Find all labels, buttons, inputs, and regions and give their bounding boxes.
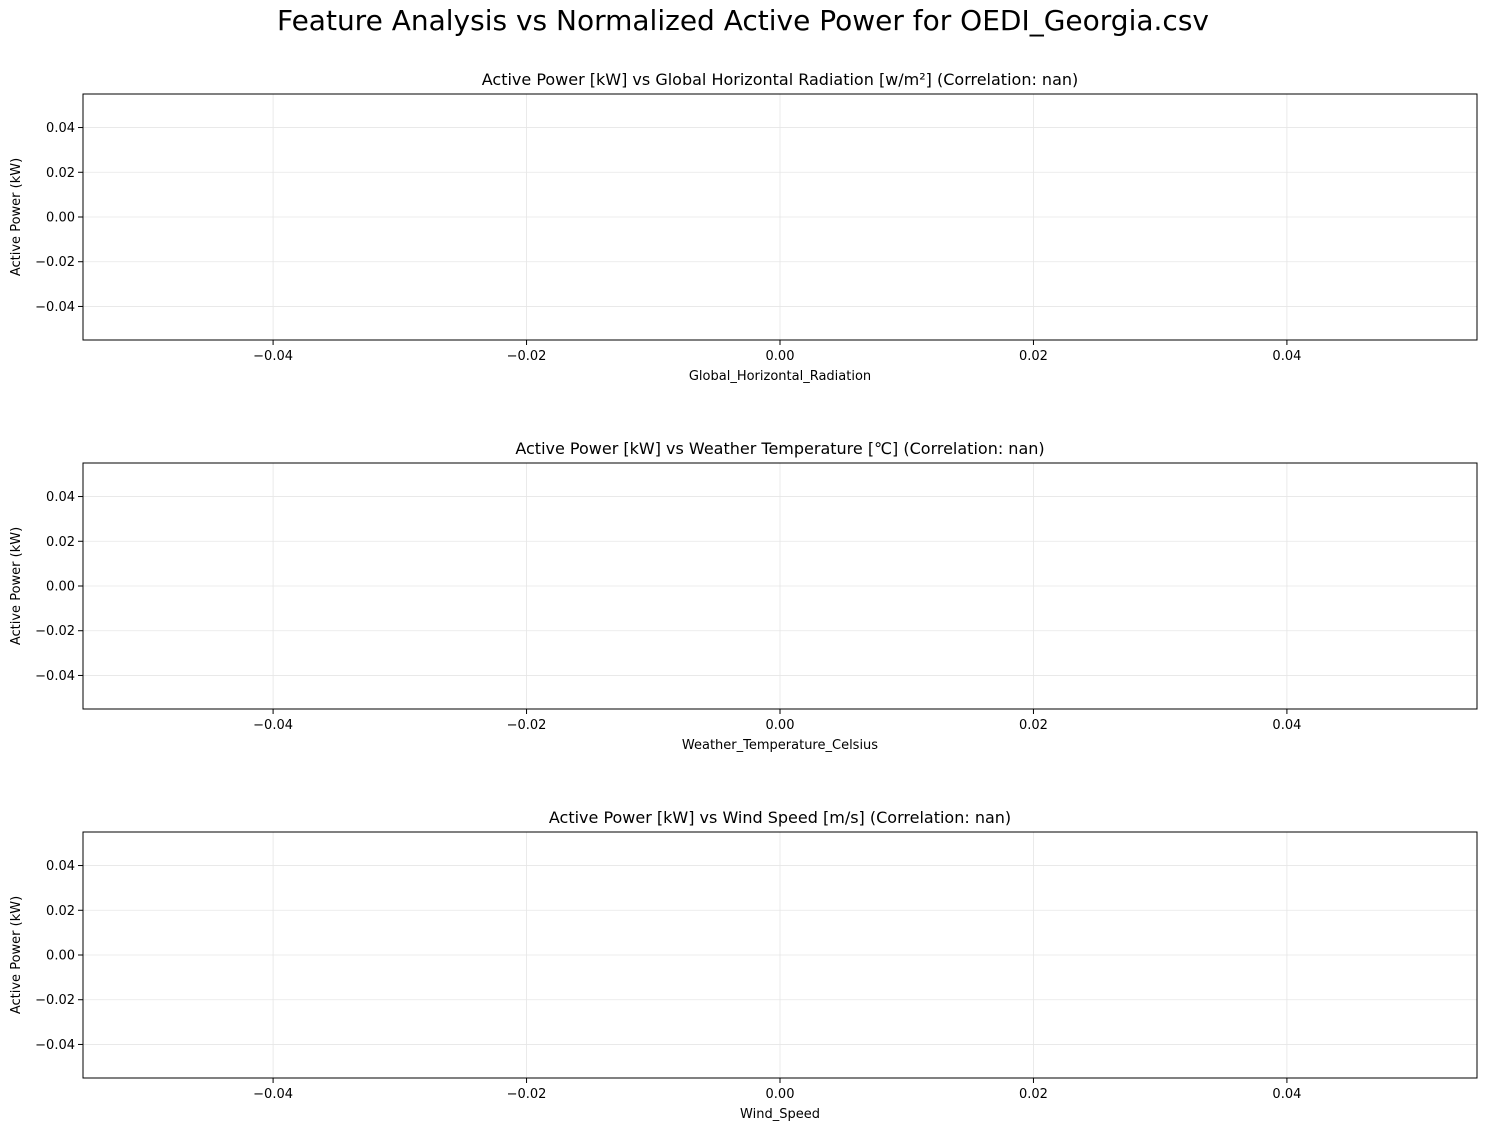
x-tick-label: −0.04: [253, 349, 293, 364]
x-axis-label: Weather_Temperature_Celsius: [682, 738, 878, 753]
x-tick-label: −0.04: [253, 718, 293, 733]
y-tick-label: 0.02: [46, 166, 75, 181]
x-tick-label: −0.02: [507, 718, 547, 733]
y-tick-label: −0.02: [35, 993, 75, 1008]
figure-title: Feature Analysis vs Normalized Active Po…: [277, 4, 1209, 37]
x-tick-label: −0.02: [507, 1087, 547, 1102]
y-axis-label: Active Power (kW): [9, 527, 24, 645]
x-tick-label: −0.02: [507, 349, 547, 364]
x-axis-label: Global_Horizontal_Radiation: [689, 369, 871, 384]
y-axis-label: Active Power (kW): [9, 896, 24, 1014]
y-axis-label: Active Power (kW): [9, 158, 24, 276]
y-tick-label: 0.02: [46, 904, 75, 919]
subplot-title: Active Power [kW] vs Weather Temperature…: [515, 439, 1044, 458]
x-tick-label: 0.00: [766, 349, 795, 364]
y-tick-label: −0.04: [35, 669, 75, 684]
subplot-3: −0.04 −0.02 0.00 0.02 0.04 −0.04 −0.02 0.00 0.02…: [9, 808, 1478, 1122]
x-tick-label: 0.00: [766, 718, 795, 733]
y-tick-label: 0.02: [46, 535, 75, 550]
x-tick-label: 0.02: [1019, 1087, 1048, 1102]
y-tick-label: −0.04: [35, 1038, 75, 1053]
subplot-title: Active Power [kW] vs Wind Speed [m/s] (C…: [549, 808, 1011, 827]
x-tick-label: 0.02: [1019, 718, 1048, 733]
x-tick-label: 0.00: [766, 1087, 795, 1102]
x-tick-label: 0.02: [1019, 349, 1048, 364]
y-tick-label: 0.00: [46, 580, 75, 595]
y-tick-label: 0.00: [46, 949, 75, 964]
subplot-1: −0.04 −0.02 0.00 0.02 0.04 −0.04 −0.02 0.00 0.02…: [9, 70, 1478, 384]
x-tick-label: −0.04: [253, 1087, 293, 1102]
x-tick-label: 0.04: [1272, 1087, 1301, 1102]
subplot-title: Active Power [kW] vs Global Horizontal R…: [482, 70, 1079, 89]
y-tick-label: 0.00: [46, 211, 75, 226]
y-tick-label: −0.04: [35, 300, 75, 315]
y-tick-label: −0.02: [35, 624, 75, 639]
y-tick-label: 0.04: [46, 121, 75, 136]
y-tick-label: −0.02: [35, 255, 75, 270]
x-tick-label: 0.04: [1272, 718, 1301, 733]
x-tick-label: 0.04: [1272, 349, 1301, 364]
x-axis-label: Wind_Speed: [740, 1107, 820, 1122]
subplot-2: −0.04 −0.02 0.00 0.02 0.04 −0.04 −0.02 0.00 0.02…: [9, 439, 1478, 753]
y-tick-label: 0.04: [46, 490, 75, 505]
y-tick-label: 0.04: [46, 859, 75, 874]
